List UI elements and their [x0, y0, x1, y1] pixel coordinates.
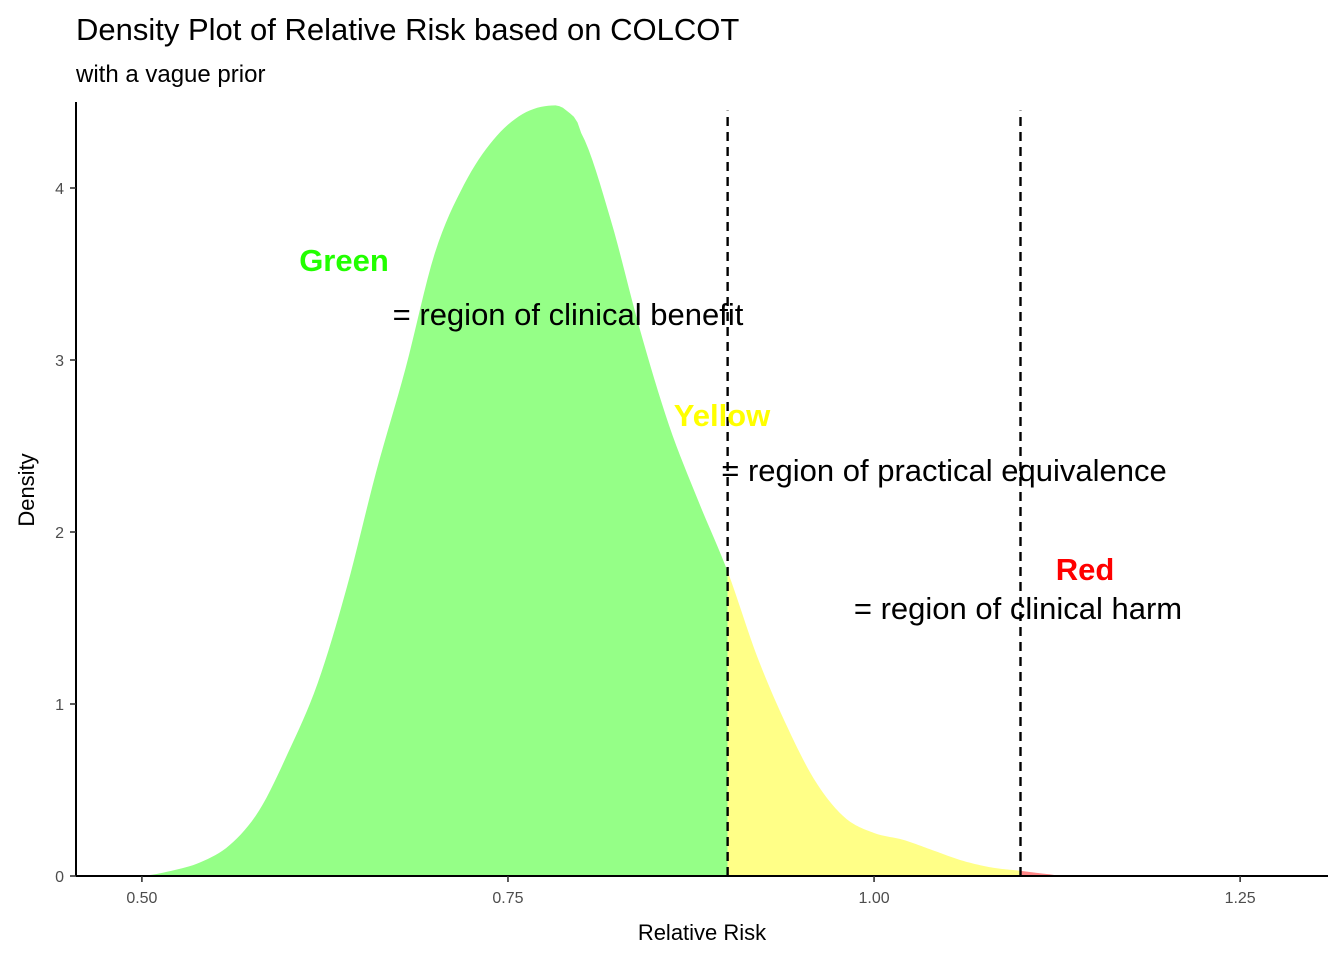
annotation-yellow-key: Yellow [674, 398, 771, 433]
annotation-red-key: Red [1056, 552, 1115, 587]
y-tick-label: 0 [55, 869, 64, 886]
annotation-red-text: = region of clinical harm [854, 591, 1182, 626]
x-axis-ticks: 0.50 0.75 1.00 1.25 [126, 876, 1256, 907]
annotation-green-key: Green [299, 243, 389, 278]
y-axis-ticks: 0 1 2 3 4 [55, 181, 76, 886]
annotation-red: Red = region of clinical harm [854, 552, 1182, 626]
y-axis-title: Density [14, 453, 39, 526]
y-tick-label: 4 [55, 181, 64, 198]
annotation-green-text: = region of clinical benefit [393, 297, 744, 332]
x-tick-label: 1.00 [858, 890, 889, 907]
area-red [1020, 870, 1065, 876]
threshold-lines [726, 110, 1022, 876]
area-yellow [727, 571, 1021, 876]
area-green [141, 105, 728, 877]
chart-subtitle: with a vague prior [75, 61, 265, 88]
y-tick-label: 2 [55, 525, 64, 542]
annotation-yellow-text: = region of practical equivalence [721, 453, 1166, 488]
y-tick-label: 3 [55, 353, 64, 370]
x-tick-label: 0.75 [492, 890, 523, 907]
x-tick-label: 1.25 [1225, 890, 1256, 907]
annotation-yellow: Yellow = region of practical equivalence [674, 398, 1167, 488]
chart-title: Density Plot of Relative Risk based on C… [76, 12, 739, 47]
x-tick-label: 0.50 [126, 890, 157, 907]
y-tick-label: 1 [55, 697, 64, 714]
annotation-green: Green = region of clinical benefit [299, 243, 744, 332]
axes [75, 102, 1328, 877]
density-areas [141, 105, 1065, 877]
x-axis-title: Relative Risk [638, 920, 767, 945]
